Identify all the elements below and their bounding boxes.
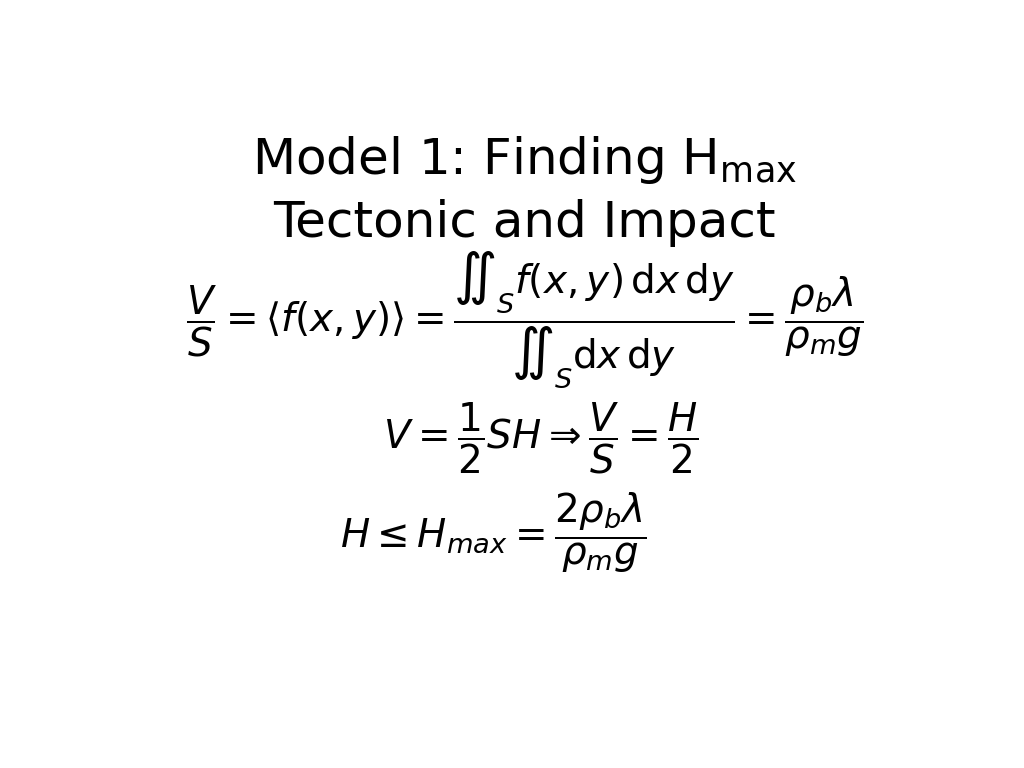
Text: Tectonic and Impact: Tectonic and Impact (273, 199, 776, 247)
Text: $\dfrac{V}{S} = \langle f(x, y) \rangle = \dfrac{\iint_S f(x, y)\, \mathrm{d}x\,: $\dfrac{V}{S} = \langle f(x, y) \rangle … (186, 250, 863, 390)
Text: Model 1: Finding H$_\mathrm{max}$: Model 1: Finding H$_\mathrm{max}$ (252, 134, 798, 186)
Text: $H \leq H_{max} = \dfrac{2\rho_b \lambda}{\rho_m g}$: $H \leq H_{max} = \dfrac{2\rho_b \lambda… (340, 491, 646, 574)
Text: $V = \dfrac{1}{2}SH \Rightarrow \dfrac{V}{S} = \dfrac{H}{2}$: $V = \dfrac{1}{2}SH \Rightarrow \dfrac{V… (383, 401, 698, 475)
